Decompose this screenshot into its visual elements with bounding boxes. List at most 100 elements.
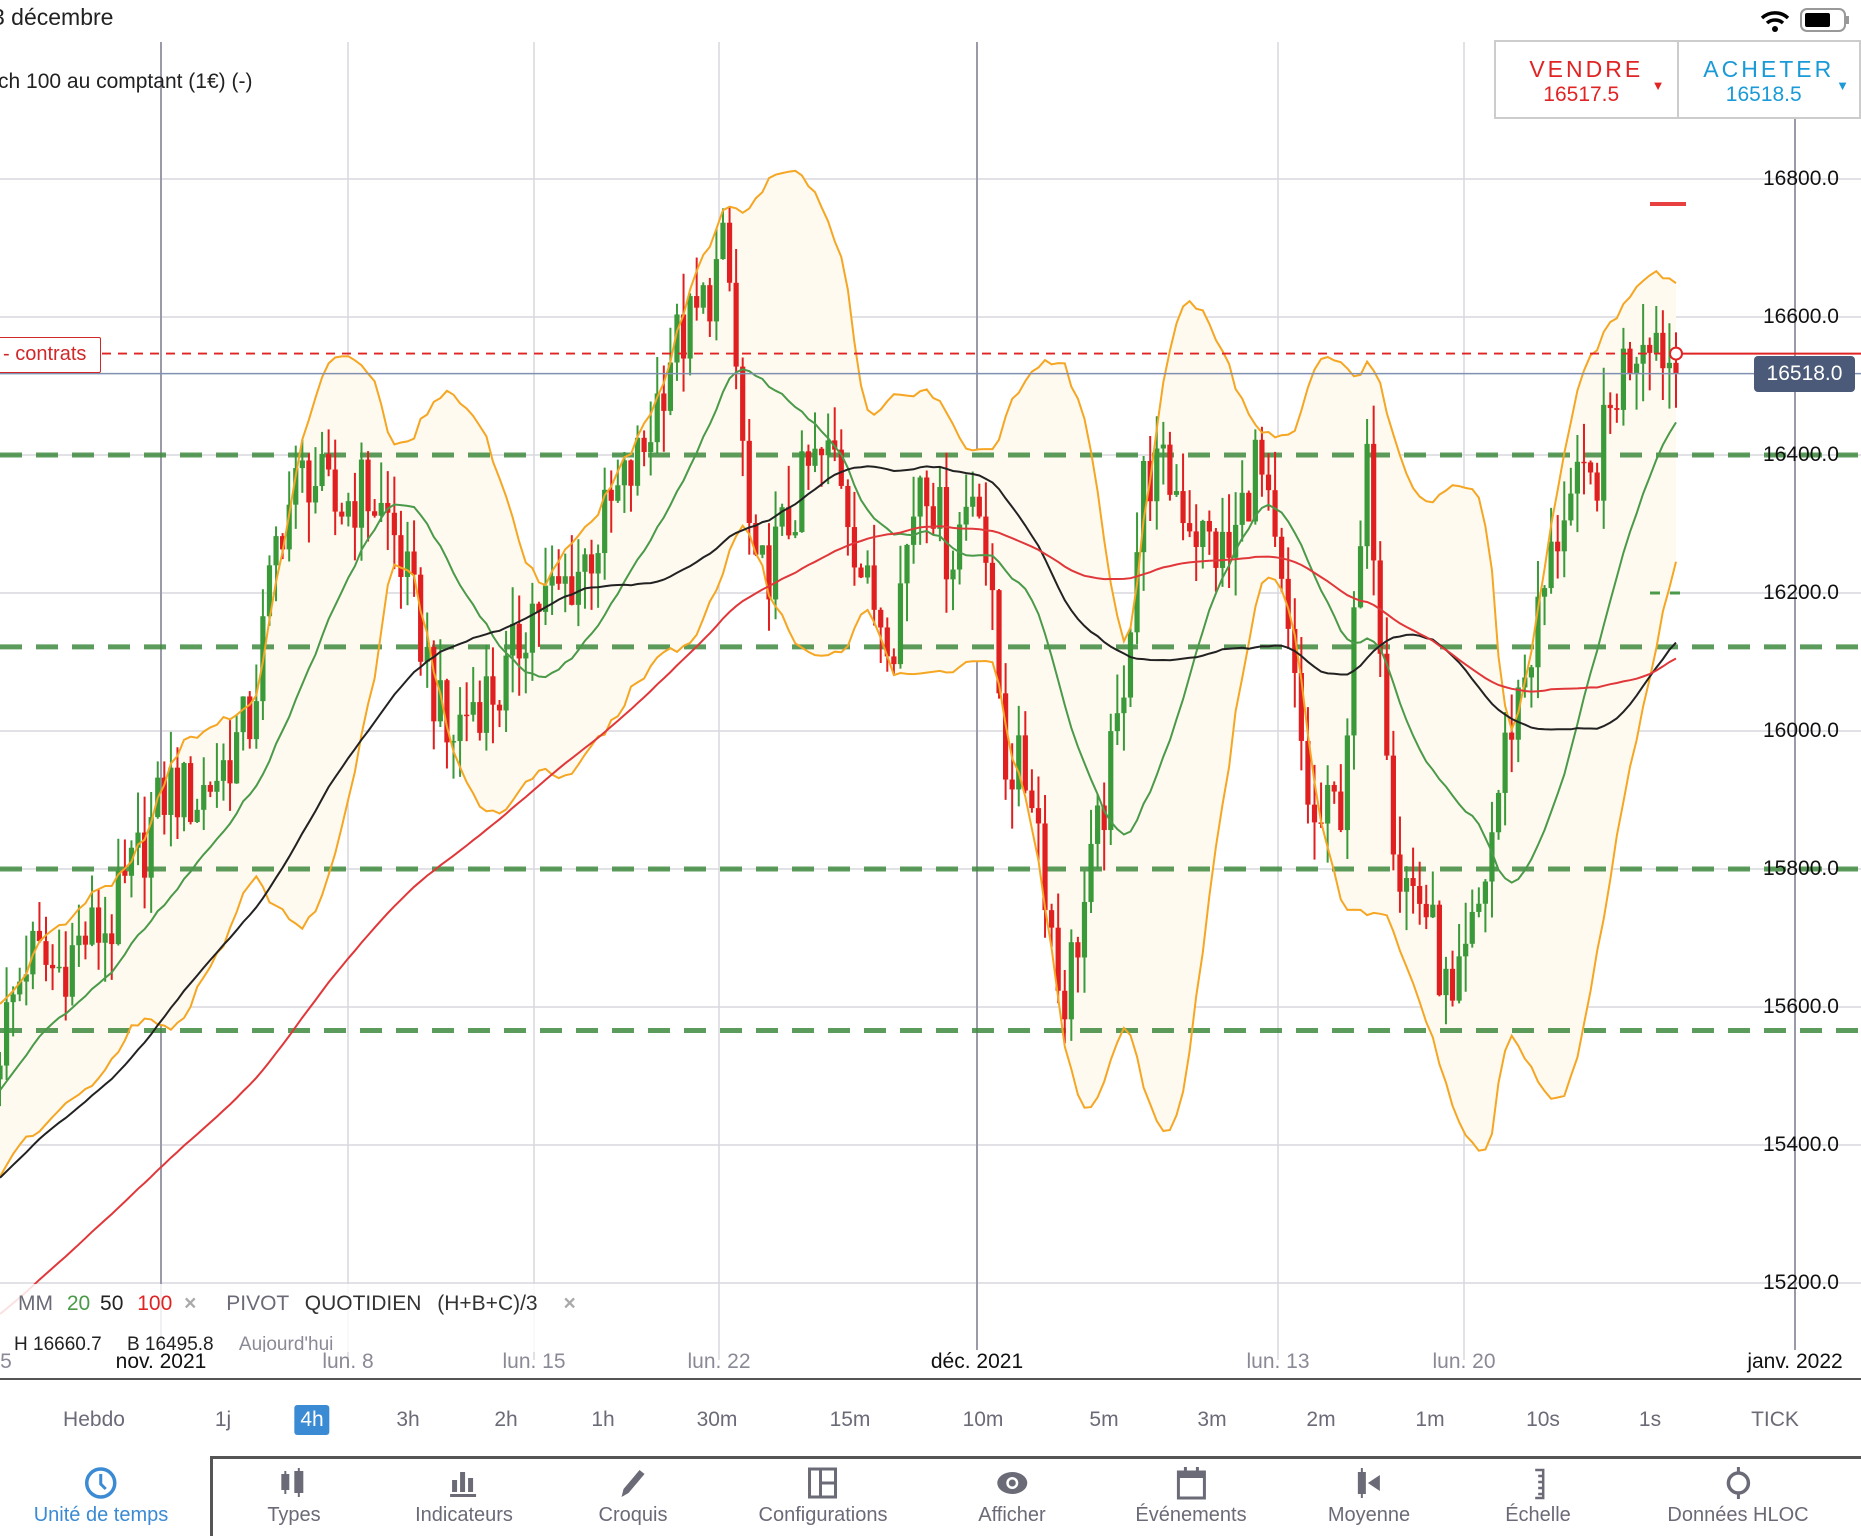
candle-body <box>976 496 982 517</box>
candle-body <box>1653 332 1659 353</box>
candle-body <box>82 935 89 945</box>
candle-body <box>1127 632 1134 698</box>
candle-body <box>1555 541 1561 552</box>
candle-body <box>1469 911 1475 944</box>
candle-body <box>273 536 279 566</box>
toolbar-pencil[interactable]: Croquis <box>599 1466 667 1527</box>
toolbar-layout[interactable]: Configurations <box>759 1466 887 1527</box>
toolbar-clock[interactable]: Unité de temps <box>33 1466 169 1527</box>
remove-ma-icon[interactable]: × <box>184 1292 197 1315</box>
timeframe-1h[interactable]: 1h <box>591 1408 615 1431</box>
timeframe-10m[interactable]: 10m <box>962 1408 1004 1431</box>
candle-body <box>970 496 976 507</box>
candle-body <box>201 785 207 810</box>
sell-button[interactable]: VENDRE 16517.5 ▼ <box>1496 42 1679 117</box>
axis-divider <box>0 1378 1861 1380</box>
candle-body <box>1364 443 1370 547</box>
candle-body <box>174 767 181 818</box>
toolbar-bar-chart[interactable]: Indicateurs <box>415 1466 513 1527</box>
candle-body <box>63 966 69 997</box>
x-tick-label: nov. 2021 <box>109 1350 213 1374</box>
candle-body <box>963 506 969 525</box>
x-tick-label: janv. 2022 <box>1741 1350 1849 1374</box>
candle-body <box>792 532 798 536</box>
remove-pivot-icon[interactable]: × <box>563 1292 576 1315</box>
candle-body <box>1495 792 1502 833</box>
y-tick-label: 15200.0 <box>1763 1271 1839 1294</box>
timeframe-10s[interactable]: 10s <box>1526 1408 1560 1431</box>
timeframe-3h[interactable]: 3h <box>396 1408 420 1431</box>
timeframe-hebdo[interactable]: Hebdo <box>63 1408 125 1431</box>
candle-body <box>214 780 220 792</box>
candle-body <box>687 296 693 359</box>
candle-body <box>1029 790 1035 809</box>
candle-body <box>1331 784 1337 792</box>
toolbar-crosshair[interactable]: Données HLOC <box>1667 1466 1809 1527</box>
candle-body <box>1108 731 1114 831</box>
candle-body <box>1206 520 1212 532</box>
position-tag[interactable]: - contrats <box>0 337 102 373</box>
price-chart[interactable] <box>0 0 1861 1360</box>
timeframe-5m[interactable]: 5m <box>1089 1408 1119 1431</box>
candle-body <box>996 590 1002 694</box>
toolbar-candles[interactable]: Types <box>267 1466 321 1527</box>
candle-body <box>109 933 115 945</box>
toolbar-label: Événements <box>1135 1504 1247 1526</box>
pencil-icon <box>621 1470 645 1497</box>
candle-body <box>450 741 457 743</box>
timeframe-1j[interactable]: 1j <box>214 1408 232 1431</box>
candle-body <box>319 453 325 487</box>
timeframe-30m[interactable]: 30m <box>696 1408 738 1431</box>
timeframe-1m[interactable]: 1m <box>1415 1408 1445 1431</box>
candle-body <box>871 565 877 610</box>
ma-20[interactable]: 20 <box>66 1292 91 1315</box>
candle-body <box>897 583 904 665</box>
bollinger-lower <box>0 523 1677 1178</box>
wifi-icon <box>1760 11 1790 32</box>
x-tick-label: lun. 15 <box>502 1350 566 1373</box>
candle-body <box>36 930 43 942</box>
toolbar-average[interactable]: Moyenne <box>1328 1466 1410 1527</box>
candle-body <box>1417 885 1423 904</box>
order-handle[interactable] <box>1669 346 1683 361</box>
buy-button[interactable]: ACHETER 16518.5 ▼ <box>1679 42 1860 117</box>
timeframe-15m[interactable]: 15m <box>829 1408 871 1431</box>
timeframe-3m[interactable]: 3m <box>1197 1408 1227 1431</box>
timeframe-2h[interactable]: 2h <box>494 1408 518 1431</box>
candle-body <box>621 460 627 486</box>
candle-body <box>299 460 305 469</box>
candle-body <box>799 451 805 533</box>
candle-body <box>851 527 858 568</box>
candle-body <box>1489 832 1495 882</box>
timeframe-1s[interactable]: 1s <box>1638 1408 1662 1431</box>
ma-50[interactable]: 50 <box>100 1292 124 1315</box>
ma-100[interactable]: 100 <box>137 1292 173 1315</box>
candle-body <box>1620 348 1627 410</box>
candle-body <box>1114 713 1120 732</box>
candle-body <box>89 907 95 945</box>
timeframe-2m[interactable]: 2m <box>1306 1408 1336 1431</box>
eye-icon <box>996 1472 1027 1494</box>
candle-body <box>812 448 818 466</box>
toolbar-calendar[interactable]: Événements <box>1135 1466 1247 1527</box>
candle-body <box>950 569 956 580</box>
buy-price: 16518.5 <box>1725 83 1802 106</box>
toolbar-label: Données HLOC <box>1667 1504 1809 1526</box>
candle-body <box>253 701 259 740</box>
candle-body <box>1502 732 1508 793</box>
timeframe-4h[interactable]: 4h <box>294 1405 330 1435</box>
toolbar-label: Unité de temps <box>33 1504 169 1526</box>
candle-body <box>1456 956 1462 1001</box>
candle-body <box>713 259 720 322</box>
candle-body <box>345 501 351 517</box>
candle-body <box>1200 520 1206 548</box>
y-tick-label: 15400.0 <box>1763 1133 1839 1156</box>
toolbar-ruler[interactable]: Échelle <box>1505 1466 1571 1527</box>
bollinger-upper <box>0 169 1677 1005</box>
timeframe-tick[interactable]: TICK <box>1751 1408 1799 1431</box>
candle-body <box>733 282 739 367</box>
candle-body <box>615 485 621 501</box>
candle-body <box>30 930 36 975</box>
toolbar-eye[interactable]: Afficher <box>978 1466 1046 1527</box>
candle-body <box>378 502 384 516</box>
